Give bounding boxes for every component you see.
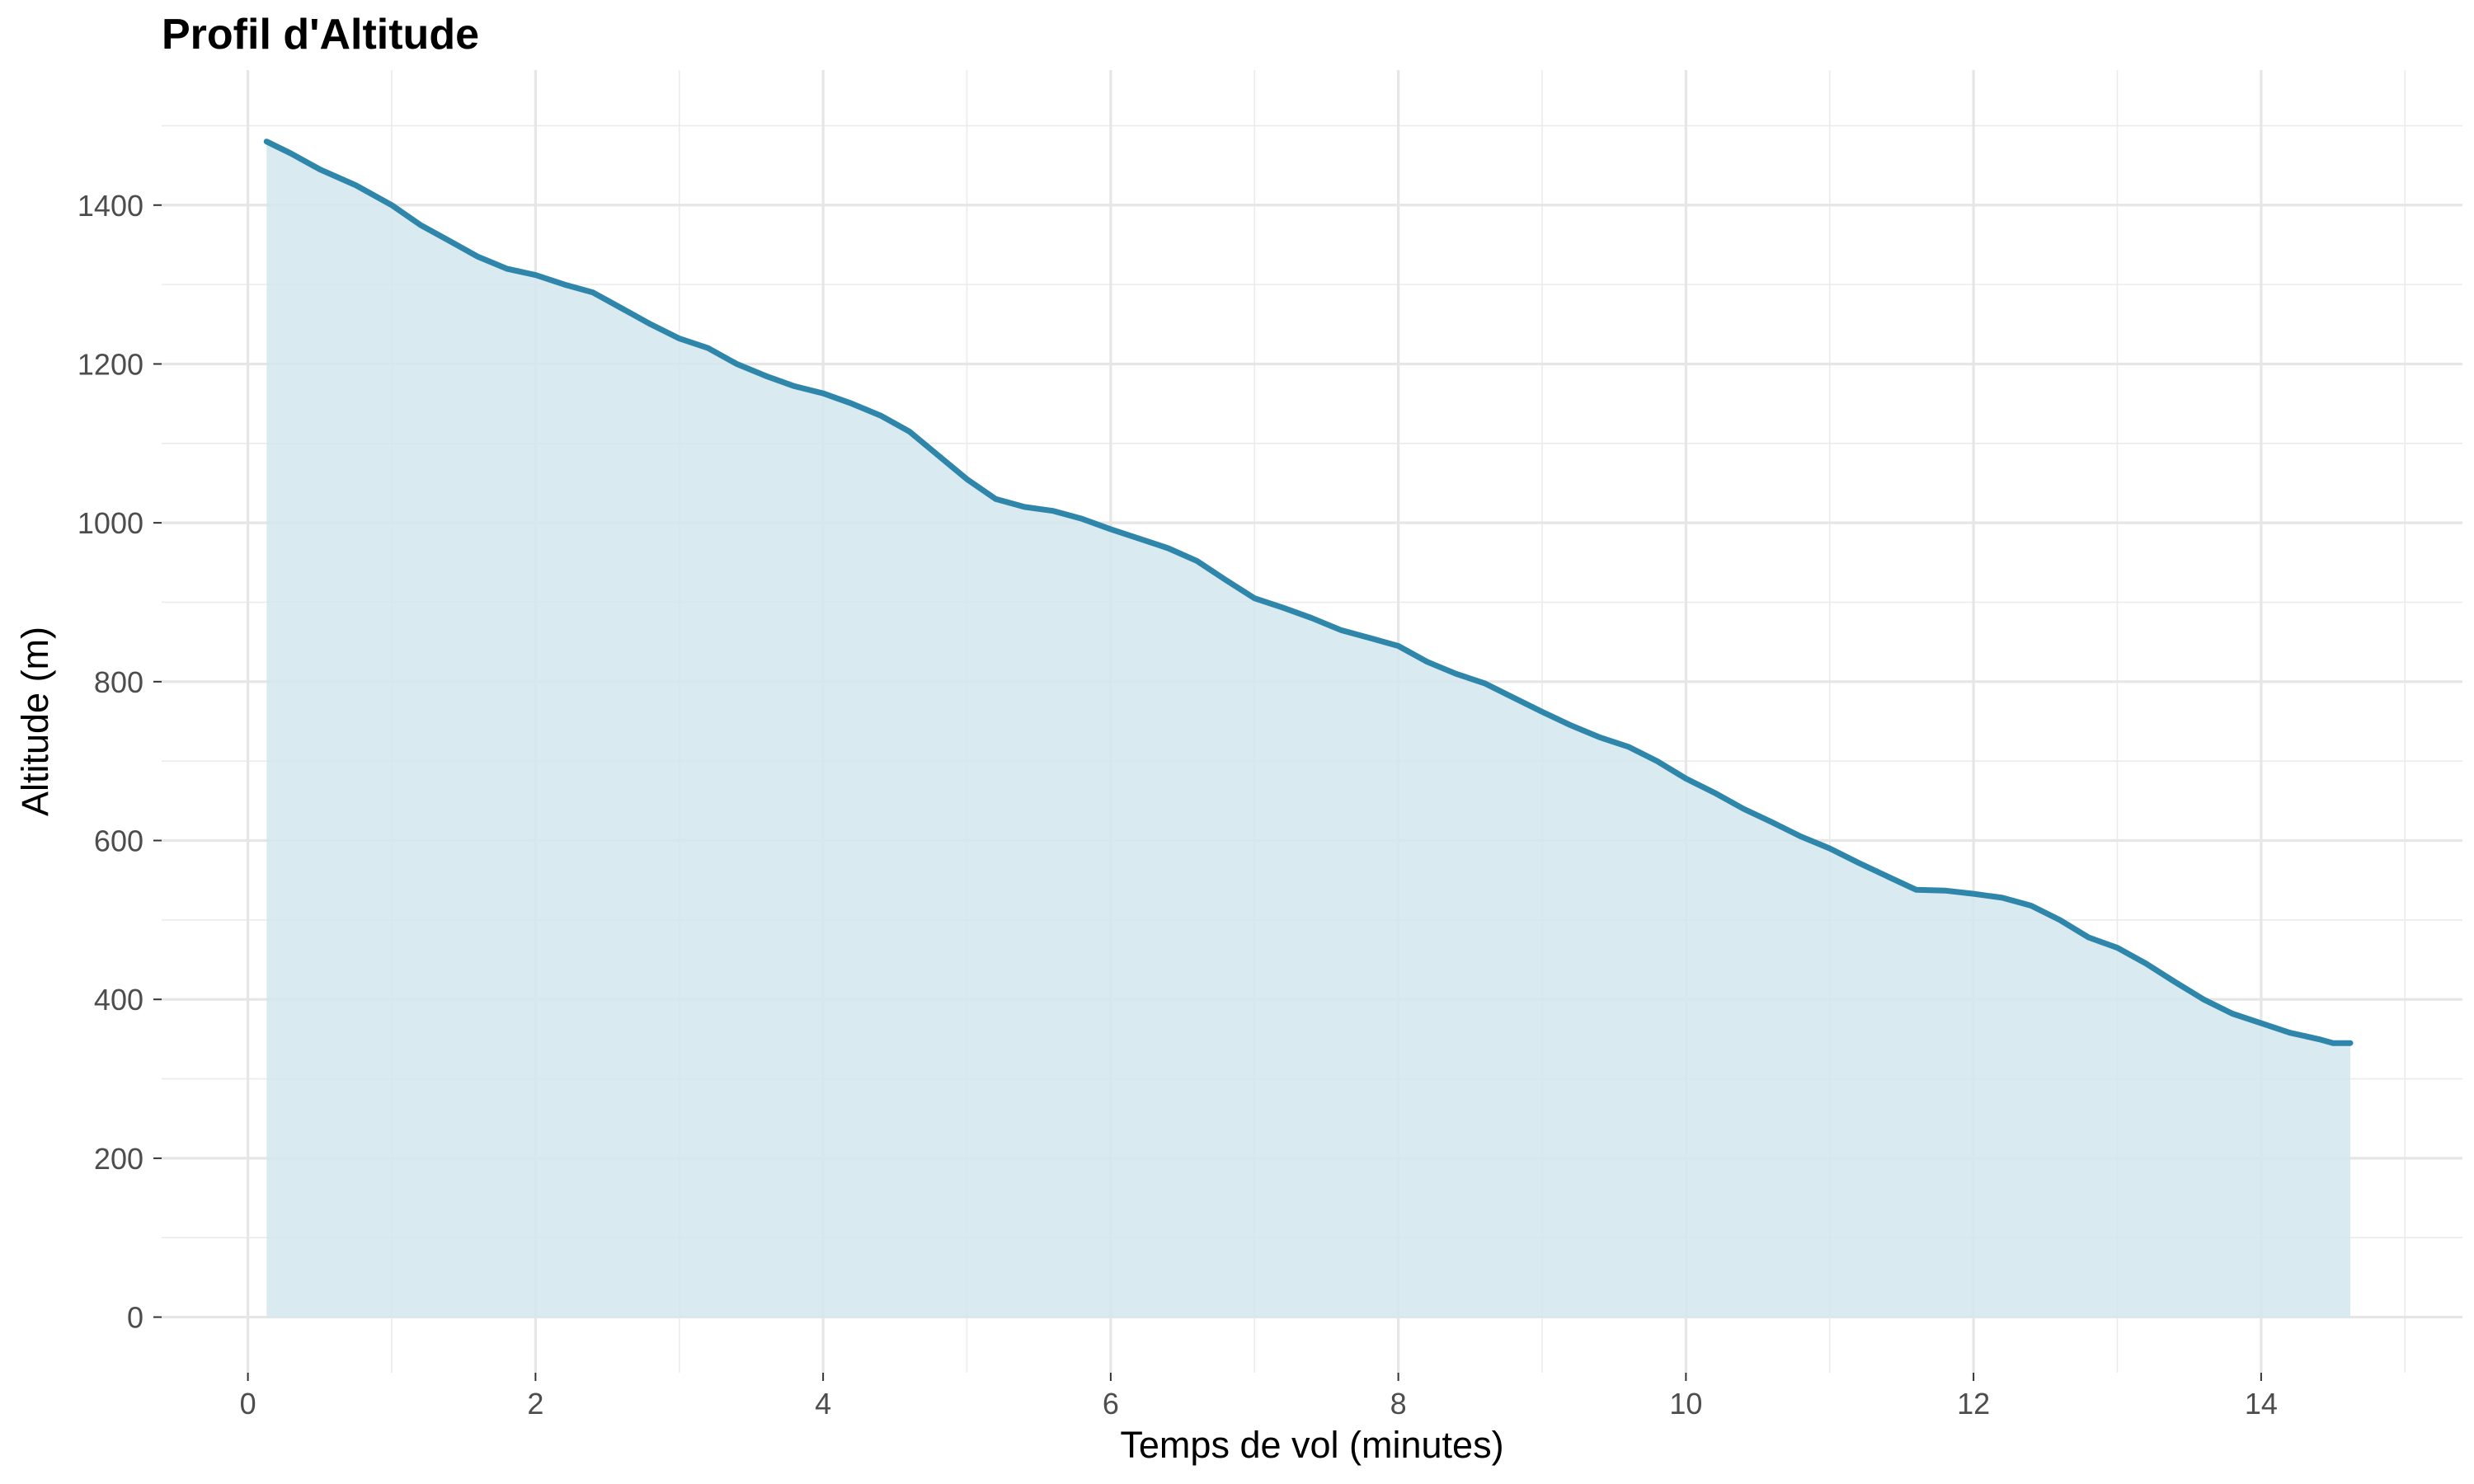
x-axis-title: Temps de vol (minutes) (1120, 1424, 1503, 1466)
y-tick-label: 800 (94, 665, 143, 699)
y-tick-label: 1000 (78, 506, 143, 540)
x-tick-label: 14 (2245, 1387, 2278, 1421)
y-tick-label: 400 (94, 983, 143, 1017)
y-tick-label: 200 (94, 1142, 143, 1176)
y-tick-label: 0 (127, 1301, 143, 1335)
y-axis-ticks: 0 200 400 600 800 1000 1200 1400 (78, 189, 162, 1335)
y-axis-title: Altitude (m) (14, 627, 56, 816)
altitude-area-fill (266, 141, 2350, 1317)
y-tick-label: 1200 (78, 347, 143, 381)
x-tick-label: 0 (240, 1387, 256, 1421)
x-tick-label: 12 (1957, 1387, 1990, 1421)
x-axis-ticks: 0 2 4 6 8 10 12 14 (240, 1373, 2278, 1421)
x-tick-label: 8 (1390, 1387, 1407, 1421)
x-tick-label: 4 (815, 1387, 831, 1421)
chart-title: Profil d'Altitude (162, 11, 479, 59)
altitude-line (263, 139, 2354, 1046)
y-tick-label: 1400 (78, 189, 143, 223)
y-tick-label: 600 (94, 824, 143, 858)
x-tick-label: 6 (1103, 1387, 1119, 1421)
x-tick-label: 2 (527, 1387, 543, 1421)
x-tick-label: 10 (1669, 1387, 1702, 1421)
